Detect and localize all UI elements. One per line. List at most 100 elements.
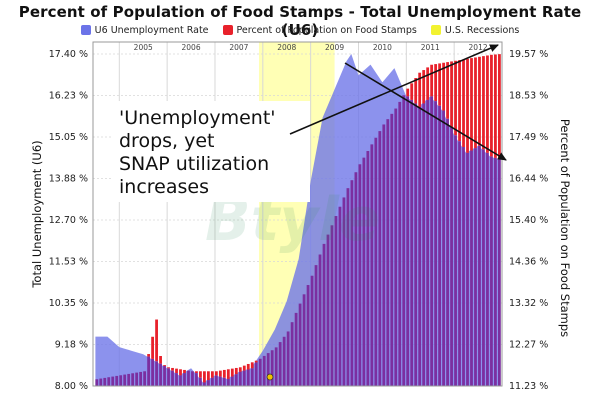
snap-bar-overlap — [406, 96, 410, 386]
right-tick-label: 15.40 % — [509, 215, 548, 226]
snap-bar-overlap — [294, 312, 298, 386]
snap-bar-overlap — [218, 376, 222, 386]
snap-bar-overlap — [155, 361, 158, 386]
right-tick-label: 17.49 % — [509, 132, 548, 143]
snap-bar — [159, 356, 162, 364]
snap-bar-overlap — [163, 365, 166, 386]
snap-bar-overlap — [382, 124, 386, 386]
snap-bar — [147, 354, 151, 357]
legend-label-snap: Percent of Population on Food Stamps — [236, 24, 417, 36]
snap-bar-overlap — [95, 379, 99, 386]
legend-item-recession: U.S. Recessions — [430, 25, 519, 36]
snap-bar — [195, 371, 198, 374]
snap-bar-overlap — [203, 382, 206, 386]
snap-bar-overlap — [195, 373, 198, 386]
snap-bar-overlap — [342, 197, 346, 386]
snap-bar-overlap — [478, 145, 481, 386]
snap-bar-overlap — [350, 180, 354, 386]
left-tick-label: 16.23 % — [49, 91, 88, 102]
snap-bar-overlap — [187, 370, 190, 386]
snap-bar-overlap — [398, 101, 402, 387]
snap-bar — [426, 67, 430, 100]
snap-bar-overlap — [250, 368, 254, 386]
snap-bar-overlap — [242, 370, 246, 386]
left-tick-label: 13.88 % — [49, 174, 88, 185]
snap-bar-overlap — [238, 371, 242, 386]
snap-bar-overlap — [175, 373, 178, 386]
snap-bar-overlap — [226, 378, 230, 386]
snap-bar — [171, 367, 174, 371]
snap-bar-overlap — [179, 375, 182, 386]
right-axis-title: Percent of Population on Food Stamps — [558, 119, 572, 337]
snap-bar-overlap — [358, 164, 362, 386]
snap-bar-overlap — [490, 156, 493, 386]
snap-bar-overlap — [386, 119, 390, 386]
annotation-line: SNAP utilization — [119, 153, 269, 175]
snap-bar-overlap — [230, 376, 234, 386]
snap-bar — [434, 64, 438, 102]
snap-bar-overlap — [326, 234, 330, 386]
year-label: 2012 — [469, 43, 488, 52]
year-label: 2005 — [134, 43, 153, 52]
snap-bar — [454, 60, 457, 136]
snap-bar — [458, 60, 461, 142]
snap-bar — [438, 63, 442, 106]
snap-bar-overlap — [139, 371, 143, 386]
snap-bar-overlap — [410, 99, 414, 387]
snap-bar-overlap — [486, 152, 489, 386]
snap-bar-overlap — [322, 243, 326, 386]
snap-bar-overlap — [422, 103, 426, 386]
snap-bar-overlap — [370, 144, 374, 386]
snap-bar-overlap — [171, 370, 174, 386]
snap-bar — [226, 369, 230, 379]
right-tick-label: 11.23 % — [509, 381, 548, 392]
snap-bar — [446, 62, 449, 119]
snap-bar-overlap — [159, 363, 162, 386]
snap-bar — [422, 70, 426, 104]
snap-bar — [207, 371, 210, 381]
legend-item-u6: U6 Unemployment Rate — [80, 25, 209, 36]
annotation-line: drops, yet — [119, 130, 215, 152]
snap-bar-overlap — [246, 369, 250, 386]
snap-bar — [183, 369, 186, 374]
snap-bar — [474, 57, 477, 149]
snap-bar-overlap — [270, 350, 274, 386]
legend-swatch-snap — [222, 25, 233, 35]
snap-bar-overlap — [107, 377, 111, 386]
snap-bar-overlap — [143, 371, 147, 386]
arrow-up-right — [289, 44, 499, 135]
snap-bar — [199, 371, 202, 378]
snap-bar-overlap — [199, 377, 202, 386]
snap-bar-overlap — [334, 216, 338, 386]
snap-bar — [254, 360, 258, 363]
snap-bar-overlap — [207, 380, 210, 386]
snap-bar — [230, 368, 234, 377]
snap-bar-overlap — [498, 159, 501, 386]
snap-bar-overlap — [266, 353, 270, 386]
snap-bars — [95, 54, 501, 387]
snap-bar-overlap — [99, 378, 103, 386]
snap-bar-overlap — [378, 131, 382, 386]
right-tick-label: 18.53 % — [509, 91, 548, 102]
right-tick-label: 13.32 % — [509, 298, 548, 309]
snap-bar — [218, 370, 222, 377]
snap-bar-overlap — [258, 358, 262, 386]
snap-bar-overlap — [402, 95, 406, 386]
chart-legend: U6 Unemployment Rate Percent of Populati… — [0, 23, 600, 37]
snap-bar-overlap — [474, 148, 477, 386]
left-tick-label: 9.18 % — [55, 340, 88, 351]
snap-bar — [238, 367, 242, 372]
snap-bar — [494, 54, 497, 158]
snap-bar-overlap — [286, 331, 290, 386]
snap-bar-overlap — [262, 355, 266, 386]
snap-bar-overlap — [314, 265, 318, 386]
year-label: 2011 — [421, 43, 440, 52]
snap-bar-overlap — [446, 118, 449, 386]
snap-bar — [406, 88, 410, 97]
snap-bar — [163, 365, 166, 366]
year-label: 2009 — [325, 43, 344, 52]
snap-bar — [466, 58, 469, 153]
year-label: 2006 — [182, 43, 201, 52]
snap-bar-overlap — [426, 99, 430, 387]
snap-bar — [462, 59, 465, 148]
